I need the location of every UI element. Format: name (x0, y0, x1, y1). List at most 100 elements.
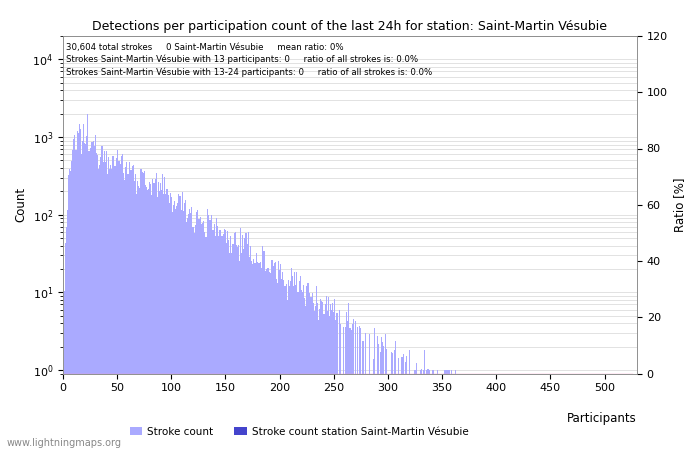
Bar (229, 252, 230, 450)
Bar (369, 334, 370, 450)
Bar (188, 214, 189, 450)
Bar (80, 129, 81, 450)
Bar (319, 309, 320, 450)
Bar (374, 328, 375, 450)
Bar (318, 320, 319, 450)
Bar (289, 286, 290, 450)
Bar (134, 181, 135, 450)
Bar (68, 175, 69, 450)
Bar (272, 266, 274, 450)
Bar (190, 213, 191, 450)
Bar (174, 201, 175, 450)
Bar (394, 350, 395, 450)
Bar (202, 223, 203, 450)
Bar (72, 150, 74, 450)
Bar (208, 215, 209, 450)
Bar (298, 292, 299, 450)
Bar (213, 230, 214, 450)
Bar (187, 218, 188, 450)
Bar (343, 327, 344, 450)
Bar (265, 271, 266, 450)
Bar (95, 135, 96, 450)
Bar (302, 292, 303, 450)
Bar (278, 261, 279, 450)
Bar (311, 297, 312, 450)
Bar (286, 300, 288, 450)
Bar (323, 315, 325, 450)
Bar (262, 251, 264, 450)
Bar (240, 229, 241, 450)
Bar (165, 194, 167, 450)
Bar (266, 269, 267, 450)
Bar (432, 370, 433, 450)
Bar (189, 209, 190, 450)
Bar (66, 210, 68, 450)
Bar (164, 177, 165, 450)
Bar (78, 124, 80, 450)
Bar (428, 370, 430, 450)
Bar (119, 161, 120, 450)
Bar (313, 303, 314, 450)
Text: www.lightningmaps.org: www.lightningmaps.org (7, 438, 122, 448)
Bar (274, 262, 276, 450)
Bar (391, 352, 392, 450)
Bar (382, 342, 383, 450)
Bar (145, 185, 146, 450)
Bar (267, 268, 268, 450)
Bar (191, 207, 193, 450)
Bar (226, 243, 227, 450)
Bar (92, 142, 93, 450)
Bar (218, 237, 220, 450)
Bar (316, 286, 317, 450)
Bar (299, 281, 300, 450)
Bar (359, 326, 360, 450)
Bar (402, 354, 404, 450)
Bar (241, 253, 242, 450)
Bar (444, 370, 446, 450)
Bar (321, 302, 323, 450)
Bar (331, 310, 332, 450)
Bar (169, 193, 171, 450)
Bar (340, 324, 341, 450)
Bar (214, 224, 215, 450)
Bar (250, 246, 251, 450)
Bar (317, 303, 318, 450)
Bar (149, 182, 150, 450)
Bar (414, 370, 416, 450)
Bar (113, 156, 114, 450)
Bar (107, 175, 108, 450)
Bar (131, 171, 132, 450)
Bar (251, 261, 252, 450)
Bar (158, 182, 159, 450)
Bar (112, 156, 113, 450)
Bar (386, 349, 387, 450)
Bar (206, 209, 208, 450)
Bar (93, 140, 94, 450)
Bar (71, 161, 72, 450)
Bar (268, 268, 270, 450)
Bar (307, 283, 308, 450)
Bar (176, 206, 177, 450)
Bar (264, 252, 265, 450)
Bar (209, 220, 210, 450)
Bar (284, 286, 286, 450)
Bar (222, 235, 223, 450)
Bar (116, 158, 117, 450)
Bar (293, 286, 294, 450)
Bar (228, 240, 229, 450)
Bar (253, 259, 254, 450)
Bar (74, 135, 76, 450)
Bar (225, 230, 226, 450)
Bar (64, 243, 66, 450)
Bar (114, 166, 116, 450)
Bar (135, 174, 136, 450)
Bar (184, 203, 185, 450)
Bar (305, 306, 306, 450)
Bar (290, 281, 291, 450)
Bar (204, 232, 205, 450)
Bar (160, 183, 161, 450)
Bar (197, 210, 198, 450)
Bar (335, 320, 337, 450)
Bar (244, 238, 246, 450)
Bar (200, 217, 201, 450)
